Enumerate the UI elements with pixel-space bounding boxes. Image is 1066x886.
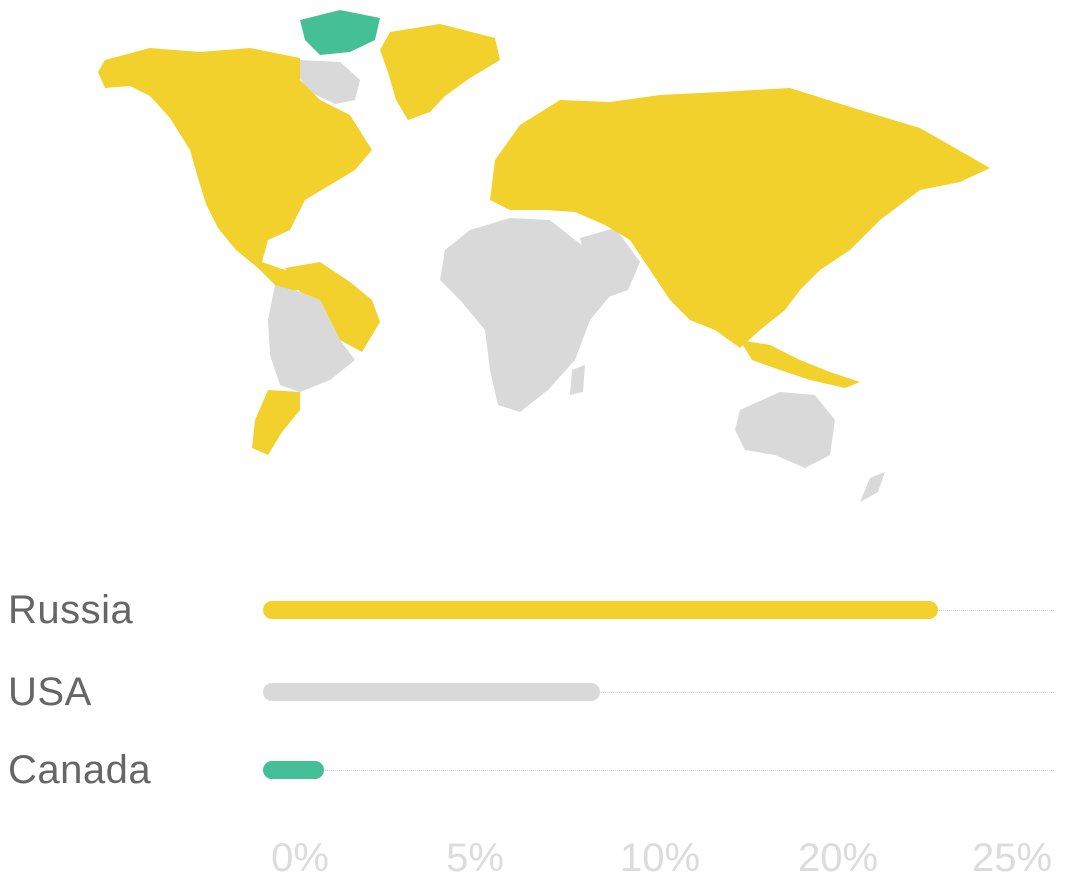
bar-russia [263, 601, 938, 619]
x-tick-label: 0% [271, 836, 329, 880]
x-tick-label: 5% [446, 836, 504, 880]
bar-row-canada: Canada [0, 740, 1066, 800]
bar-track [265, 692, 1054, 693]
map-region-arabia [580, 228, 640, 300]
bar-usa [263, 683, 601, 701]
map-region-madagascar [570, 365, 585, 395]
map-region-africa [440, 218, 615, 412]
bar-label-russia: Russia [8, 588, 134, 632]
map-region-australia [735, 392, 835, 468]
world-map [98, 10, 990, 502]
map-region-new-zealand [860, 472, 885, 502]
x-tick-label: 10% [619, 836, 701, 880]
map-region-eurasia [490, 88, 990, 348]
bar-row-russia: Russia [0, 580, 1066, 640]
x-tick-label: 20% [797, 836, 879, 880]
x-axis: 0% 5% 10% 20% 25% [0, 830, 1066, 886]
world-map-svg [98, 10, 990, 502]
map-region-south-america-south [252, 390, 300, 455]
map-region-south-america-top [285, 262, 380, 352]
map-region-arctic-grey [298, 60, 360, 104]
bar-label-canada: Canada [8, 748, 152, 792]
bar-track [265, 770, 1054, 771]
bar-row-usa: USA [0, 662, 1066, 722]
map-region-sea-islands [740, 340, 860, 388]
bar-label-usa: USA [8, 670, 92, 714]
map-region-greenland [380, 24, 500, 120]
map-region-north-america [98, 48, 372, 292]
bar-canada [263, 761, 325, 779]
map-region-arctic-islands [300, 10, 380, 55]
x-tick-label: 25% [971, 836, 1053, 880]
map-region-south-america-mid [268, 285, 355, 392]
bar-chart: Russia USA Canada [0, 560, 1066, 820]
